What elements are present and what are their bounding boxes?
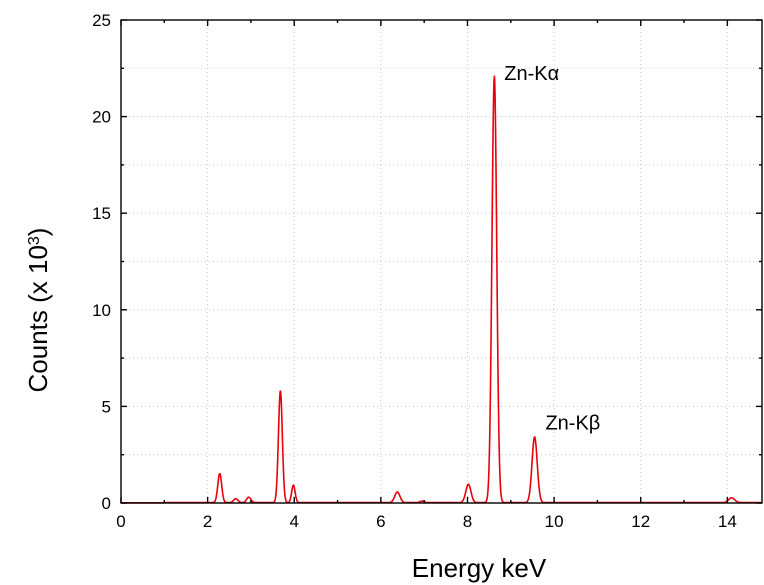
x-tick-label: 0: [116, 512, 125, 531]
y-tick-label: 20: [92, 108, 111, 127]
y-tick-label: 15: [92, 204, 111, 223]
x-tick-label: 12: [631, 512, 650, 531]
x-tick-label: 8: [463, 512, 472, 531]
y-tick-label: 10: [92, 301, 111, 320]
y-axis-title-exponent: 3: [26, 236, 43, 245]
x-tick-label: 2: [203, 512, 212, 531]
y-tick-label: 5: [102, 397, 111, 416]
peak-label: Zn-Kβ: [545, 413, 600, 435]
y-axis-title-text: Counts (x 10: [23, 245, 53, 392]
x-tick-label: 6: [376, 512, 385, 531]
grid-lines: [121, 20, 762, 503]
spectrum-line: [121, 75, 762, 504]
x-tick-label: 14: [718, 512, 737, 531]
y-tick-label: 25: [92, 11, 111, 30]
y-axis-title: Counts (x 103): [23, 228, 53, 393]
axis-ticks: [120, 19, 762, 504]
x-tick-label: 10: [545, 512, 564, 531]
tick-labels: 0 2 4 6 8 10 12 14 0 5 10 15 20 25: [92, 11, 737, 531]
peak-annotations: Zn-Kα Zn-Kβ: [504, 63, 600, 435]
peak-label: Zn-Kα: [504, 63, 559, 85]
x-axis-title: Energy keV: [412, 553, 547, 583]
y-tick-label: 0: [102, 494, 111, 513]
y-axis-title-close: ): [23, 228, 53, 237]
x-tick-label: 4: [290, 512, 299, 531]
